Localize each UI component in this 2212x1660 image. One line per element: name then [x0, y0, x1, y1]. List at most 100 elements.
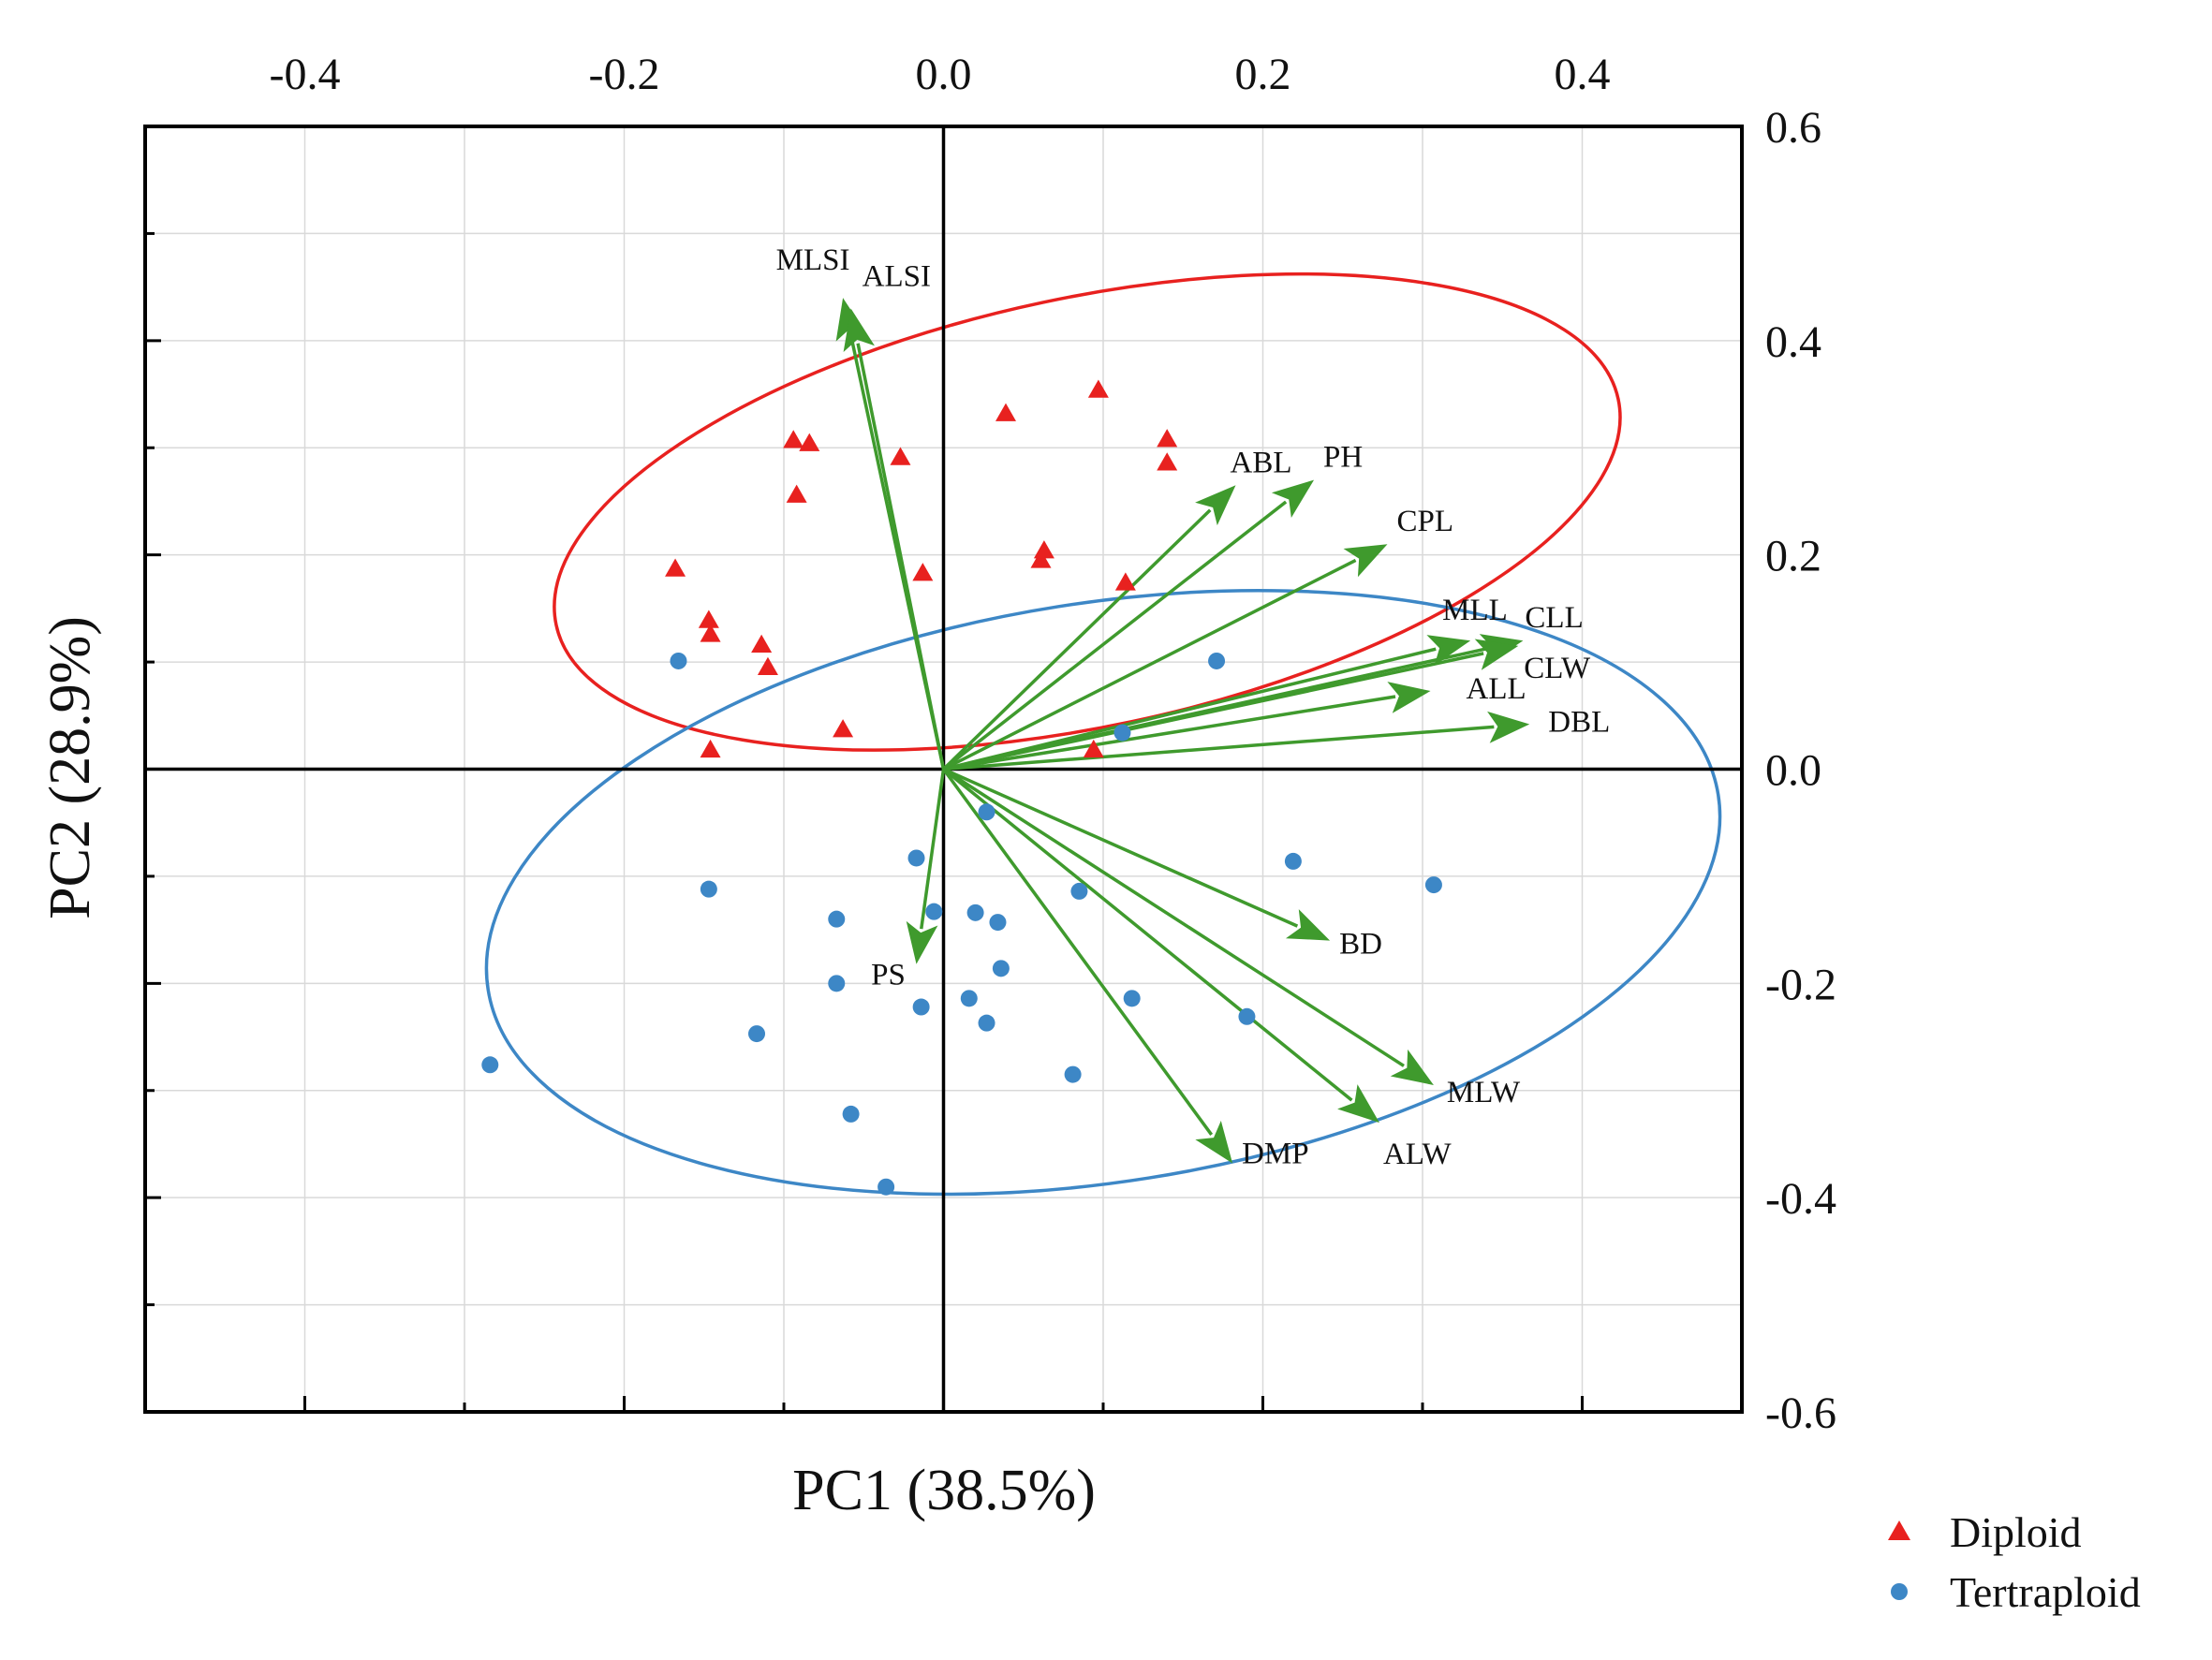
- loading-arrowhead-abl: [1195, 485, 1236, 526]
- top-tick-label: -0.4: [270, 50, 341, 99]
- tertraploid-point: [907, 849, 925, 867]
- diploid-point: [700, 739, 721, 758]
- loading-line-alsi: [856, 343, 946, 770]
- loading-line-ps: [920, 769, 946, 930]
- loading-label-alw: ALW: [1383, 1138, 1453, 1171]
- legend-tertraploid-marker: [1891, 1583, 1908, 1600]
- loading-label-mll: MLL: [1442, 594, 1508, 627]
- legend-diploid-marker: [1888, 1520, 1910, 1540]
- loading-arrowhead-dmp: [1195, 1121, 1233, 1164]
- diploid-point: [890, 447, 911, 465]
- loading-label-alsi: ALSI: [863, 260, 931, 294]
- tertraploid-point: [992, 960, 1010, 977]
- tertraploid-point: [989, 914, 1007, 932]
- loading-arrowhead-bd: [1285, 909, 1331, 941]
- loading-label-mlsi: MLSI: [776, 243, 850, 277]
- axis-labels: PC1 (38.5%) PC2 (28.9%): [38, 616, 1096, 1522]
- diploid-point: [700, 624, 721, 642]
- diploid-point: [912, 563, 934, 581]
- x-axis-title: PC1 (38.5%): [792, 1459, 1096, 1522]
- loading-line-mll: [943, 647, 1437, 771]
- loading-label-dbl: DBL: [1548, 705, 1610, 739]
- right-tick-label: -0.4: [1765, 1174, 1836, 1224]
- loading-label-cpl: CPL: [1396, 505, 1453, 538]
- tertraploid-point: [978, 803, 995, 821]
- tertraploid-point: [925, 903, 943, 920]
- diploid-point: [1030, 550, 1052, 568]
- tertraploid-point: [842, 1105, 860, 1123]
- loading-label-ph: PH: [1323, 441, 1363, 475]
- tertraploid-point: [1424, 876, 1442, 894]
- right-tick-label: 0.0: [1765, 746, 1821, 796]
- loading-arrowhead-clw: [1474, 639, 1519, 670]
- loading-line-clw: [943, 652, 1484, 771]
- diploid-point: [1157, 429, 1178, 448]
- y-axis-title: PC2 (28.9%): [38, 616, 102, 919]
- right-tick-label: 0.2: [1765, 532, 1821, 581]
- tertraploid-point: [1123, 990, 1141, 1007]
- top-tick-label: 0.4: [1555, 50, 1611, 99]
- loading-arrowhead-all: [1387, 682, 1431, 713]
- tertraploid-point: [828, 910, 846, 928]
- loading-line-dbl: [943, 725, 1495, 771]
- loading-line-ph: [942, 500, 1288, 771]
- diploid-point: [799, 433, 820, 451]
- loading-arrowhead-dbl: [1487, 711, 1530, 743]
- loading-label-ps: PS: [871, 959, 906, 992]
- tertraploid-point: [670, 652, 687, 669]
- right-tick-label: -0.6: [1765, 1388, 1836, 1438]
- diploid-point: [751, 634, 773, 654]
- loading-line-cpl: [942, 558, 1357, 771]
- tertraploid-point: [966, 903, 984, 921]
- tertraploid-point: [1113, 724, 1131, 742]
- loading-line-bd: [942, 767, 1299, 928]
- loading-label-abl: ABL: [1231, 446, 1292, 479]
- top-tick-label: 0.0: [916, 50, 972, 99]
- diploid-point: [1087, 379, 1109, 398]
- tertraploid-point: [828, 975, 846, 992]
- diploid-point: [1033, 540, 1054, 559]
- diploid-point: [665, 558, 686, 577]
- loading-label-cll: CLL: [1525, 601, 1583, 635]
- tertraploid-ellipse: [484, 588, 1722, 1197]
- tertraploid-point: [1070, 882, 1088, 900]
- tertraploid-point: [1064, 1065, 1082, 1083]
- loading-arrowhead-ph: [1271, 479, 1315, 519]
- loading-label-mlw: MLW: [1447, 1076, 1521, 1109]
- tertraploid-point: [700, 880, 717, 898]
- loading-label-dmp: DMP: [1242, 1138, 1309, 1171]
- right-tick-label: -0.2: [1765, 960, 1836, 1009]
- tertraploid-point: [1208, 652, 1226, 669]
- diploid-point: [786, 484, 807, 503]
- loading-label-all: ALL: [1467, 672, 1526, 706]
- diploid-point: [1083, 739, 1104, 758]
- axis-ticks: -0.4 -0.2 0.0 0.2 0.4 -0.6 -0.4 -0.2 0.0 0.2 0.4 0.…: [145, 50, 1836, 1438]
- top-tick-label: -0.2: [589, 50, 660, 99]
- top-tick-label: 0.2: [1235, 50, 1291, 99]
- loading-line-mlw: [942, 768, 1405, 1067]
- loading-arrowhead-mlw: [1390, 1049, 1434, 1086]
- legend: Diploid Tertraploid: [1888, 1508, 2141, 1616]
- diploid-point: [1114, 572, 1136, 591]
- legend-tertraploid-label: Tertraploid: [1950, 1568, 2141, 1616]
- tertraploid-point: [1284, 852, 1302, 870]
- tertraploid-point: [748, 1025, 766, 1043]
- loading-label-clw: CLW: [1524, 652, 1591, 685]
- right-tick-label: 0.4: [1765, 317, 1821, 367]
- loading-line-dmp: [942, 768, 1214, 1136]
- diploid-point: [833, 719, 854, 738]
- tertraploid-point: [960, 990, 978, 1007]
- diploid-point: [757, 656, 778, 676]
- score-points: [481, 379, 1442, 1196]
- loading-arrowhead-cpl: [1343, 544, 1388, 578]
- right-tick-label: 0.6: [1765, 103, 1821, 153]
- tertraploid-point: [978, 1014, 995, 1032]
- diploid-point: [1157, 452, 1178, 471]
- tertraploid-point: [481, 1056, 499, 1074]
- diploid-point: [698, 610, 719, 628]
- loading-arrowhead-alw: [1337, 1084, 1379, 1124]
- loading-line-alw: [942, 768, 1353, 1102]
- diploid-point: [995, 403, 1016, 421]
